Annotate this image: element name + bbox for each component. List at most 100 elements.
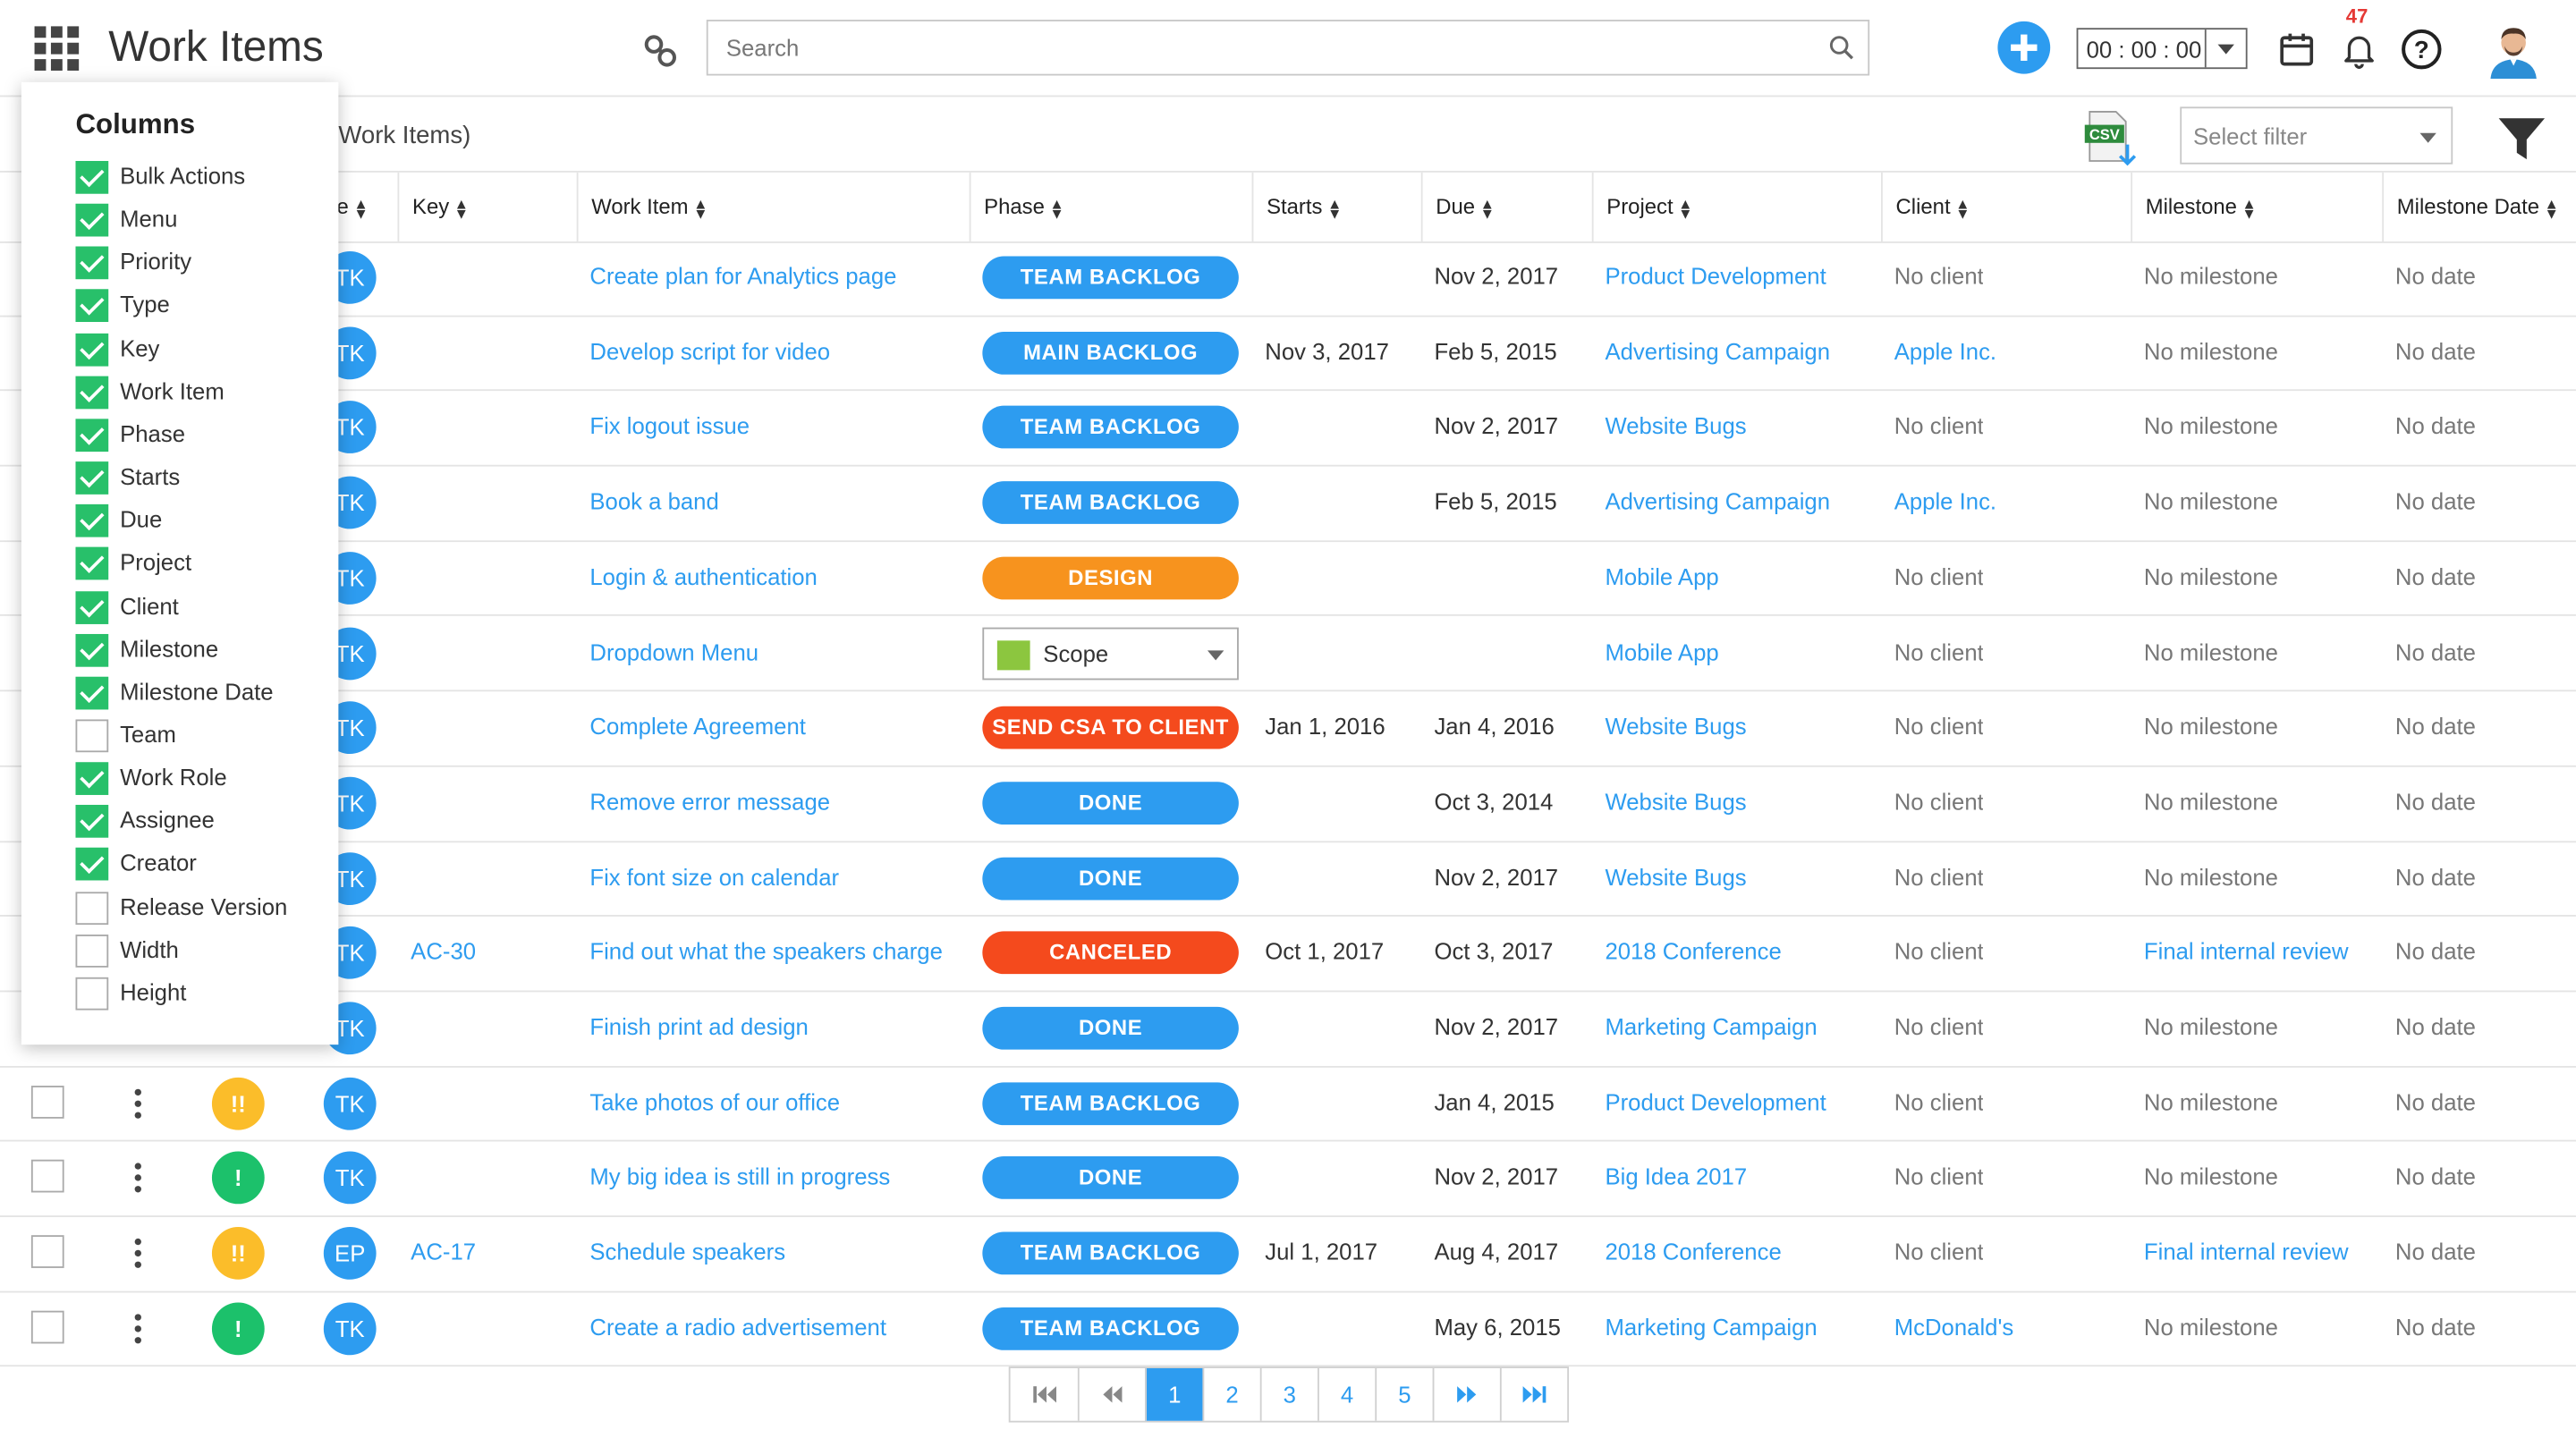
avatar[interactable] — [2484, 20, 2543, 80]
column-checkbox[interactable] — [75, 160, 109, 194]
project-link[interactable]: Website Bugs — [1605, 713, 1747, 740]
project-link[interactable]: Mobile App — [1605, 638, 1719, 664]
work-item-title[interactable]: Create a radio advertisement — [589, 1313, 886, 1341]
phase-badge[interactable]: DONE — [982, 857, 1239, 900]
phase-badge[interactable]: CANCELED — [982, 931, 1239, 975]
phase-badge[interactable]: MAIN BACKLOG — [982, 331, 1239, 375]
project-link[interactable]: Mobile App — [1605, 563, 1719, 590]
page-3-button[interactable]: 3 — [1259, 1367, 1318, 1421]
last-page-icon[interactable] — [1499, 1367, 1567, 1421]
phase-badge[interactable]: DONE — [982, 782, 1239, 825]
table-row[interactable]: !! EP AC-17 Schedule speakers TEAM BACKLOG Ju… — [0, 1215, 2576, 1293]
column-checkbox[interactable] — [75, 848, 109, 882]
assignee-avatar[interactable]: TK — [323, 1152, 377, 1205]
row-checkbox[interactable] — [30, 1085, 64, 1119]
work-item-title[interactable]: Book a band — [589, 487, 719, 515]
header-phase[interactable]: Phase ▲ ▼ — [969, 172, 1252, 241]
column-checkbox[interactable] — [75, 247, 109, 280]
phase-badge[interactable]: TEAM BACKLOG — [982, 1081, 1239, 1125]
project-link[interactable]: Advertising Campaign — [1605, 337, 1831, 365]
column-checkbox[interactable] — [75, 719, 109, 753]
milestone-value[interactable]: Final internal review — [2143, 938, 2349, 965]
table-row[interactable]: !! TK Take photos of our office TEAM BACKLO… — [0, 1065, 2576, 1143]
table-row[interactable]: TK Dropdown Menu Scope Mobile App No client N… — [0, 615, 2576, 692]
work-item-title[interactable]: Remove error message — [589, 788, 831, 815]
column-checkbox[interactable] — [75, 547, 109, 580]
next-page-icon[interactable] — [1432, 1367, 1500, 1421]
column-checkbox[interactable] — [75, 762, 109, 796]
work-item-title[interactable]: Find out what the speakers charge — [589, 938, 943, 965]
bell-icon[interactable] — [2339, 30, 2378, 69]
work-item-title[interactable]: Finish print ad design — [589, 1013, 809, 1040]
row-checkbox[interactable] — [30, 1310, 64, 1344]
row-menu-icon[interactable] — [131, 1239, 145, 1269]
table-row[interactable]: TK Fix logout issue TEAM BACKLOG Nov 2, 201… — [0, 390, 2576, 467]
column-checkbox[interactable] — [75, 333, 109, 366]
table-row[interactable]: TK Develop script for video MAIN BACKLOG No… — [0, 315, 2576, 392]
client-value[interactable]: Apple Inc. — [1894, 487, 1997, 515]
table-row[interactable]: TK Login & authentication DESIGN Mobile App… — [0, 540, 2576, 617]
row-checkbox[interactable] — [30, 1235, 64, 1269]
project-link[interactable]: Marketing Campaign — [1605, 1013, 1818, 1040]
page-5-button[interactable]: 5 — [1375, 1367, 1432, 1421]
column-checkbox[interactable] — [75, 633, 109, 667]
milestone-value[interactable]: Final internal review — [2143, 1239, 2349, 1265]
column-checkbox[interactable] — [75, 891, 109, 925]
column-checkbox[interactable] — [75, 204, 109, 237]
header-work-item[interactable]: Work Item ▲ ▼ — [576, 172, 970, 241]
phase-badge[interactable]: DONE — [982, 1156, 1239, 1200]
apps-grid-icon[interactable] — [34, 26, 80, 72]
work-item-title[interactable]: Login & authentication — [589, 563, 818, 590]
assignee-avatar[interactable]: TK — [323, 1077, 377, 1130]
work-item-title[interactable]: My big idea is still in progress — [589, 1163, 891, 1190]
work-item-title[interactable]: Develop script for video — [589, 337, 831, 365]
column-checkbox[interactable] — [75, 290, 109, 323]
chevron-down-icon[interactable] — [2204, 30, 2246, 68]
work-item-title[interactable]: Take photos of our office — [589, 1088, 841, 1115]
column-checkbox[interactable] — [75, 934, 109, 968]
column-checkbox[interactable] — [75, 504, 109, 537]
filter-select[interactable]: Select filter — [2180, 106, 2453, 165]
client-value[interactable]: Apple Inc. — [1894, 337, 1997, 365]
phase-badge[interactable]: DONE — [982, 1006, 1239, 1050]
client-value[interactable]: McDonald's — [1894, 1313, 2014, 1341]
prev-page-icon[interactable] — [1077, 1367, 1145, 1421]
project-link[interactable]: Advertising Campaign — [1605, 487, 1831, 515]
project-link[interactable]: 2018 Conference — [1605, 938, 1782, 965]
table-row[interactable]: TK Book a band TEAM BACKLOG Feb 5, 2015 Adve… — [0, 465, 2576, 542]
phase-badge[interactable]: TEAM BACKLOG — [982, 1307, 1239, 1350]
phase-badge[interactable]: SEND CSA TO CLIENT — [982, 706, 1239, 749]
phase-badge[interactable]: TEAM BACKLOG — [982, 1231, 1239, 1275]
header-key[interactable]: Key ▲ ▼ — [397, 172, 576, 241]
link-icon[interactable] — [640, 31, 680, 71]
table-row[interactable]: TK Fix font size on calendar DONE Nov 2, 20… — [0, 841, 2576, 918]
project-link[interactable]: Website Bugs — [1605, 863, 1747, 890]
page-2-button[interactable]: 2 — [1202, 1367, 1259, 1421]
work-item-title[interactable]: Dropdown Menu — [589, 638, 759, 664]
row-menu-icon[interactable] — [131, 1163, 145, 1194]
column-checkbox[interactable] — [75, 419, 109, 452]
project-link[interactable]: Product Development — [1605, 262, 1826, 290]
table-row[interactable]: TK Create plan for Analytics page TEAM BAC… — [0, 240, 2576, 317]
column-checkbox[interactable] — [75, 590, 109, 624]
project-link[interactable]: Website Bugs — [1605, 788, 1747, 815]
priority-badge[interactable]: ! — [211, 1302, 265, 1355]
page-4-button[interactable]: 4 — [1318, 1367, 1375, 1421]
column-checkbox[interactable] — [75, 676, 109, 710]
project-link[interactable]: Product Development — [1605, 1088, 1826, 1115]
phase-select[interactable]: Scope — [982, 626, 1239, 680]
table-row[interactable]: ! TK Create a radio advertisement TEAM BACK… — [0, 1290, 2576, 1368]
work-item-title[interactable]: Fix logout issue — [589, 412, 750, 440]
assignee-avatar[interactable]: EP — [323, 1227, 377, 1280]
work-item-title[interactable]: Schedule speakers — [589, 1239, 786, 1265]
work-item-key[interactable]: AC-17 — [411, 1239, 477, 1265]
header-due[interactable]: Due ▲ ▼ — [1420, 172, 1592, 241]
table-row[interactable]: TK Complete Agreement SEND CSA TO CLIENT Ja… — [0, 690, 2576, 767]
header-project[interactable]: Project ▲ ▼ — [1591, 172, 1881, 241]
help-icon[interactable]: ? — [2400, 28, 2443, 71]
project-link[interactable]: Website Bugs — [1605, 412, 1747, 440]
header-starts[interactable]: Starts ▲ ▼ — [1251, 172, 1421, 241]
add-button[interactable] — [1997, 21, 2051, 74]
work-item-title[interactable]: Complete Agreement — [589, 713, 806, 740]
row-menu-icon[interactable] — [131, 1088, 145, 1119]
